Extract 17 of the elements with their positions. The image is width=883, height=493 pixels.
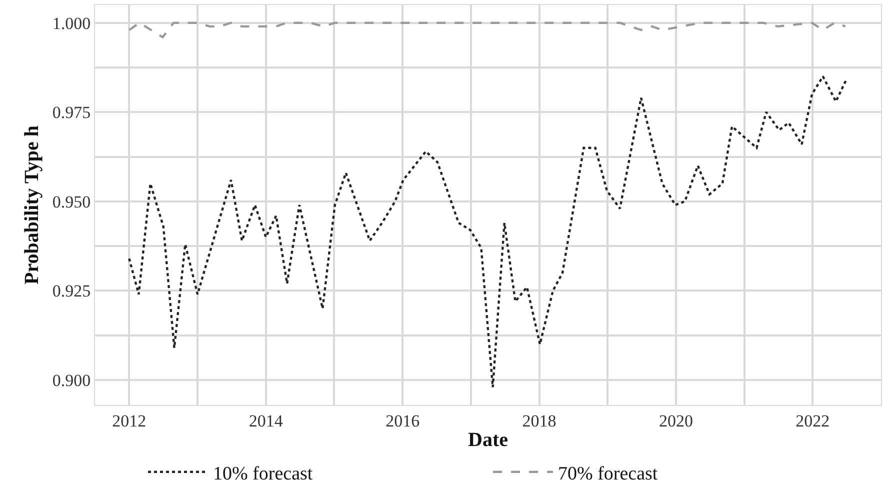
y-tick-label: 1.000 bbox=[52, 14, 91, 33]
line-series bbox=[128, 22, 847, 38]
x-tick-label: 2014 bbox=[248, 411, 284, 430]
line-series bbox=[128, 75, 848, 388]
y-tick-label: 0.975 bbox=[52, 103, 91, 122]
legend-label: 10% forecast bbox=[213, 463, 314, 484]
x-tick-label: 2012 bbox=[112, 411, 146, 430]
x-tick-label: 2016 bbox=[386, 411, 420, 430]
y-tick-label: 0.900 bbox=[52, 370, 91, 390]
x-tick-label: 2022 bbox=[796, 411, 830, 430]
legend-label: 70% forecast bbox=[558, 463, 658, 484]
y-tick-label: 0.925 bbox=[52, 282, 91, 301]
x-axis-title: Date bbox=[468, 428, 508, 451]
y-tick-label: 0.950 bbox=[52, 192, 91, 212]
x-tick-label: 2018 bbox=[522, 411, 556, 430]
x-tick-label: 2020 bbox=[658, 411, 693, 430]
y-axis-title: Probability Type h bbox=[20, 126, 43, 284]
